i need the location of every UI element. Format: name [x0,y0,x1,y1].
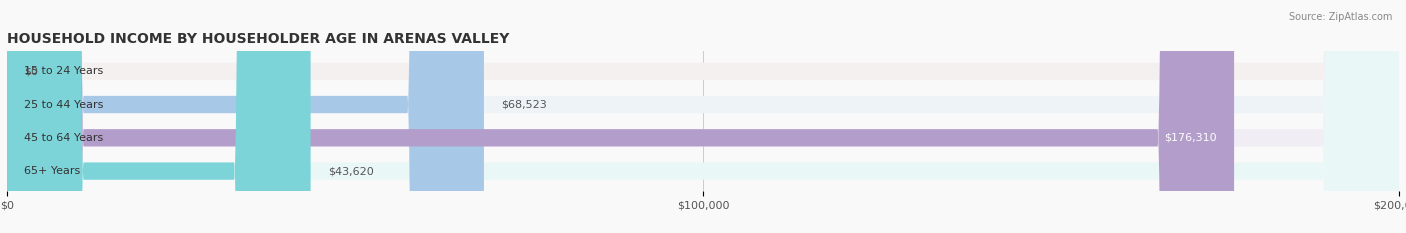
FancyBboxPatch shape [7,0,1399,233]
FancyBboxPatch shape [7,0,1399,233]
FancyBboxPatch shape [7,0,484,233]
FancyBboxPatch shape [7,0,1399,233]
FancyBboxPatch shape [7,0,1399,233]
Text: 15 to 24 Years: 15 to 24 Years [24,66,104,76]
Text: Source: ZipAtlas.com: Source: ZipAtlas.com [1288,12,1392,22]
Text: 45 to 64 Years: 45 to 64 Years [24,133,104,143]
Text: $68,523: $68,523 [502,99,547,110]
Text: $43,620: $43,620 [328,166,374,176]
Text: $176,310: $176,310 [1164,133,1216,143]
FancyBboxPatch shape [7,0,1234,233]
FancyBboxPatch shape [7,0,311,233]
Text: $0: $0 [24,66,38,76]
Text: HOUSEHOLD INCOME BY HOUSEHOLDER AGE IN ARENAS VALLEY: HOUSEHOLD INCOME BY HOUSEHOLDER AGE IN A… [7,32,509,46]
Text: 65+ Years: 65+ Years [24,166,80,176]
Text: 25 to 44 Years: 25 to 44 Years [24,99,104,110]
